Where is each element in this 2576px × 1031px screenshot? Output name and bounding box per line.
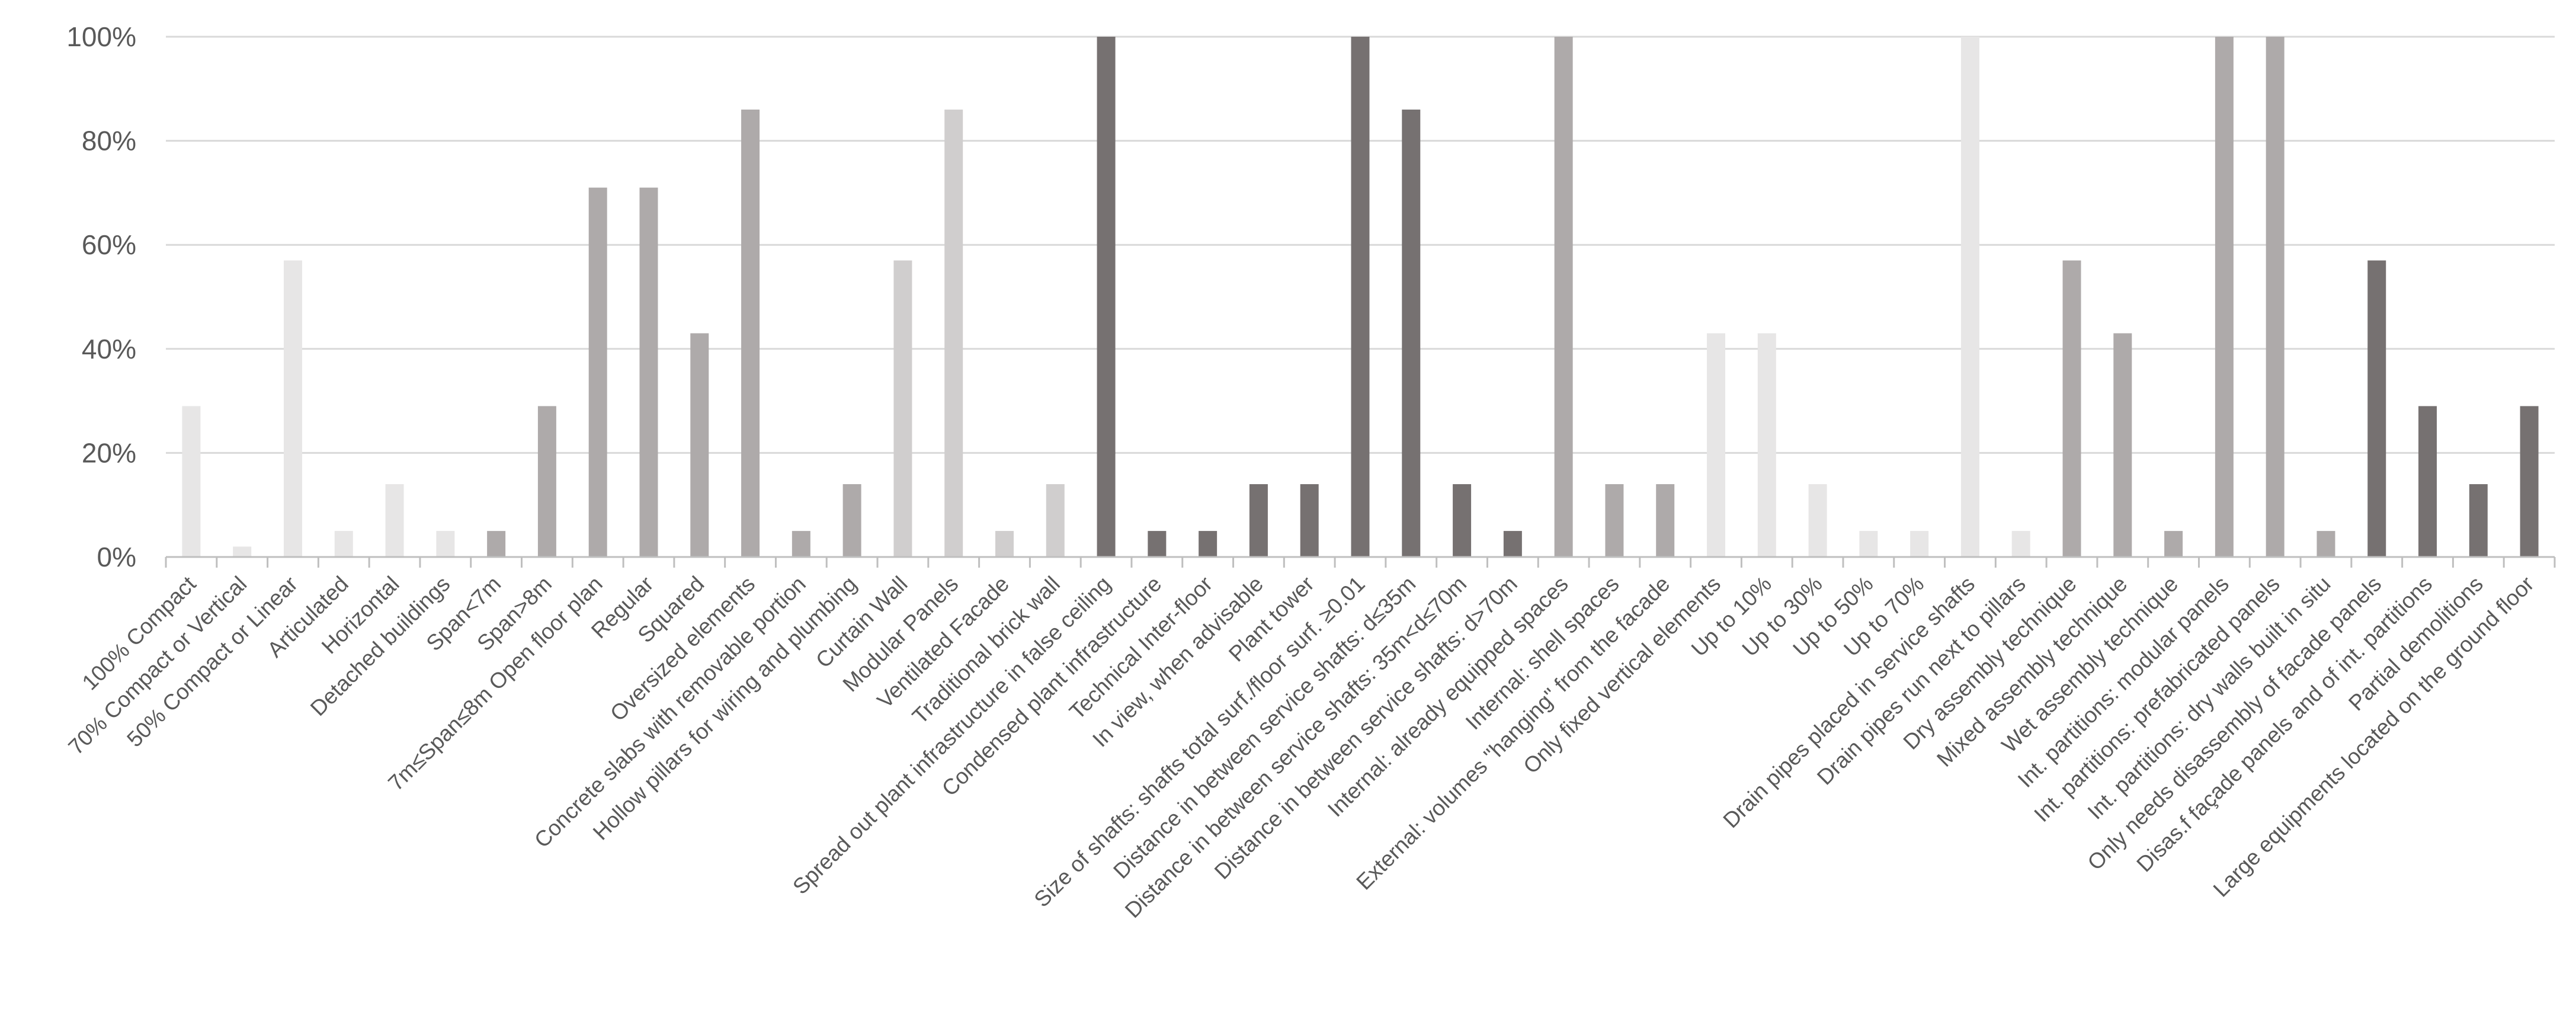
bar [792, 531, 810, 557]
y-tick-label: 40% [82, 334, 136, 364]
bar [944, 109, 963, 558]
bar [1960, 37, 1979, 557]
y-tick-label: 0% [97, 542, 136, 572]
bar [1503, 531, 1522, 557]
bar [487, 531, 506, 557]
bar [1910, 531, 1929, 557]
bar [233, 546, 252, 557]
y-tick-label: 80% [82, 126, 136, 156]
bar [182, 406, 201, 557]
bar [1148, 531, 1167, 557]
bar [588, 187, 607, 557]
bar [2469, 484, 2488, 557]
bar [537, 406, 556, 557]
bar [1351, 37, 1370, 557]
bar [1605, 484, 1624, 557]
bar [893, 260, 912, 557]
bar [995, 531, 1014, 557]
x-axis [165, 556, 2556, 568]
bars [182, 37, 2539, 558]
bar [1249, 484, 1268, 557]
bar [1046, 484, 1065, 557]
bar [1402, 109, 1421, 558]
bar [283, 260, 302, 557]
y-tick-label: 60% [82, 229, 136, 260]
bar [2164, 531, 2183, 557]
bar [1453, 484, 1472, 557]
bar [1757, 333, 1776, 557]
bar [1656, 484, 1675, 557]
bar [2011, 531, 2030, 557]
bar [436, 531, 455, 557]
bar [639, 187, 658, 557]
bar [690, 333, 709, 557]
bar [1097, 37, 1116, 557]
y-tick-labels: 0% 20% 40% 60% 80% 100% [66, 21, 136, 572]
bar [385, 484, 404, 557]
bar [741, 109, 760, 558]
bar [1554, 37, 1573, 557]
y-tick-label: 100% [66, 21, 136, 52]
bar [2367, 260, 2386, 557]
bar [2520, 406, 2539, 557]
bar [1300, 484, 1319, 557]
bar [1707, 333, 1726, 557]
bar [2062, 260, 2081, 557]
bar [2266, 37, 2285, 557]
bar [1808, 484, 1827, 557]
bar [842, 484, 861, 557]
bar [2215, 37, 2234, 557]
bar [2418, 406, 2437, 557]
bar [334, 531, 353, 557]
bar [2317, 531, 2335, 557]
bar [2113, 333, 2132, 557]
bar [1859, 531, 1878, 557]
y-tick-label: 20% [82, 437, 136, 468]
bar [1199, 531, 1217, 557]
